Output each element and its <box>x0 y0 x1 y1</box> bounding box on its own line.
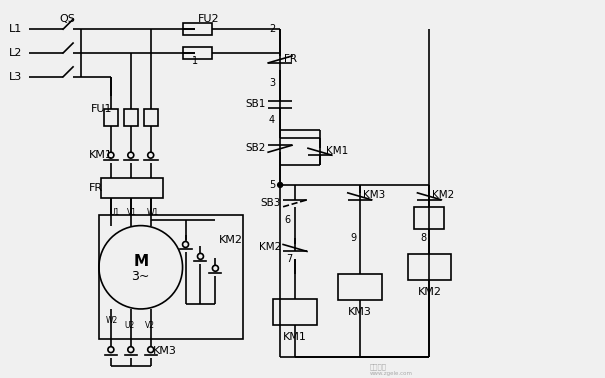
Text: 6: 6 <box>284 215 290 225</box>
Text: 5: 5 <box>269 180 275 190</box>
Text: SB3: SB3 <box>261 198 281 208</box>
Text: L2: L2 <box>9 48 23 58</box>
Text: www.zgele.com: www.zgele.com <box>370 371 413 376</box>
Bar <box>408 254 451 280</box>
Text: KM3: KM3 <box>348 307 371 317</box>
Text: 3: 3 <box>269 78 275 88</box>
Bar <box>414 207 444 229</box>
Text: L1: L1 <box>9 24 22 34</box>
Text: SB1: SB1 <box>246 99 266 108</box>
Text: KM2: KM2 <box>433 190 454 200</box>
Text: FR: FR <box>284 54 297 64</box>
Text: 7: 7 <box>286 254 292 264</box>
Text: KM3: KM3 <box>363 190 385 200</box>
Bar <box>104 108 118 126</box>
Text: KM1: KM1 <box>89 150 113 160</box>
Bar <box>338 274 382 300</box>
Text: FR: FR <box>89 183 103 193</box>
Text: 2: 2 <box>269 24 275 34</box>
Text: 3~: 3~ <box>131 270 150 283</box>
Bar <box>273 299 317 325</box>
Text: KM1: KM1 <box>283 332 307 342</box>
Text: W2: W2 <box>106 316 118 325</box>
Text: KM2: KM2 <box>218 234 243 245</box>
Text: KM1: KM1 <box>326 146 348 156</box>
Text: V1: V1 <box>127 208 137 217</box>
Text: KM3: KM3 <box>152 345 177 356</box>
Text: FU1: FU1 <box>91 104 113 113</box>
Text: 4: 4 <box>269 115 275 125</box>
Circle shape <box>278 183 283 187</box>
Bar <box>101 178 163 198</box>
Text: 9: 9 <box>351 232 357 243</box>
Text: KM2: KM2 <box>417 287 442 297</box>
Text: V2: V2 <box>145 321 155 330</box>
Text: QS: QS <box>59 14 75 24</box>
Text: U1: U1 <box>109 208 119 217</box>
Text: M: M <box>133 254 148 269</box>
Bar <box>144 108 158 126</box>
Bar <box>183 23 212 35</box>
Text: 1: 1 <box>192 56 198 66</box>
Text: FU2: FU2 <box>198 14 219 24</box>
Bar <box>183 47 212 59</box>
Text: 正泰天下: 正泰天下 <box>370 363 387 370</box>
Text: W1: W1 <box>147 208 159 217</box>
Bar <box>99 215 243 339</box>
Text: KM2: KM2 <box>259 242 281 253</box>
Text: SB2: SB2 <box>246 143 266 153</box>
Bar <box>124 108 138 126</box>
Text: 8: 8 <box>420 232 427 243</box>
Text: U2: U2 <box>125 321 135 330</box>
Text: L3: L3 <box>9 72 22 82</box>
